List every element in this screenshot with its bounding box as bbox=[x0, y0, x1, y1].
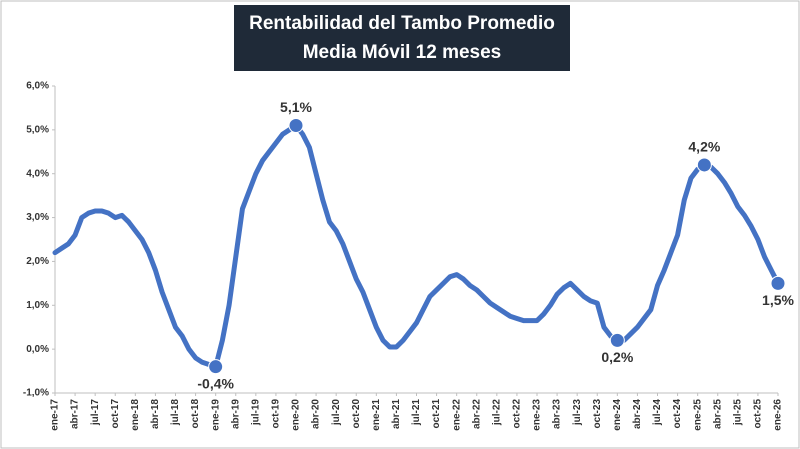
y-tick-label: 5,0% bbox=[26, 124, 49, 135]
x-tick-label: abr-23 bbox=[552, 399, 563, 429]
data-label: -0,4% bbox=[197, 375, 234, 391]
x-tick-label: abr-17 bbox=[70, 399, 81, 429]
x-tick-label: oct-25 bbox=[753, 399, 764, 429]
chart-title: Rentabilidad del Tambo Promedio bbox=[249, 13, 555, 34]
x-tick-label: jul-25 bbox=[732, 399, 743, 427]
y-tick-label: 0,0% bbox=[26, 344, 49, 355]
x-tick-label: ene-25 bbox=[692, 399, 703, 431]
x-tick-label: ene-26 bbox=[773, 399, 784, 431]
x-tick-label: jul-19 bbox=[250, 399, 261, 427]
x-tick-label: ene-20 bbox=[291, 399, 302, 431]
x-tick-label: jul-20 bbox=[331, 399, 342, 427]
x-tick-label: ene-19 bbox=[210, 399, 221, 431]
x-tick-label: oct-24 bbox=[672, 399, 683, 429]
y-tick-label: -1,0% bbox=[23, 388, 49, 399]
x-tick-label: jul-23 bbox=[572, 399, 583, 427]
title-box bbox=[234, 5, 570, 71]
marker bbox=[288, 117, 304, 133]
data-label: 1,5% bbox=[762, 292, 794, 308]
x-tick-label: ene-24 bbox=[612, 399, 623, 431]
data-label: 0,2% bbox=[601, 349, 633, 365]
x-tick-label: abr-19 bbox=[230, 399, 241, 429]
x-tick-label: abr-21 bbox=[391, 399, 402, 429]
y-tick-label: 3,0% bbox=[26, 212, 49, 223]
chart-title: Media Móvil 12 meses bbox=[303, 42, 502, 63]
x-tick-label: jul-21 bbox=[411, 399, 422, 427]
x-tick-label: ene-23 bbox=[532, 399, 543, 431]
x-tick-label: oct-21 bbox=[431, 399, 442, 429]
x-tick-label: ene-18 bbox=[130, 399, 141, 431]
x-tick-label: jul-22 bbox=[491, 399, 502, 427]
x-tick-label: abr-25 bbox=[712, 399, 723, 429]
x-tick-label: jul-24 bbox=[652, 399, 663, 427]
data-label: 4,2% bbox=[688, 139, 720, 155]
x-tick-label: jul-18 bbox=[170, 399, 181, 427]
marker bbox=[696, 157, 712, 173]
x-tick-label: ene-21 bbox=[371, 399, 382, 431]
marker bbox=[208, 359, 224, 375]
x-tick-label: oct-20 bbox=[351, 399, 362, 429]
x-tick-label: abr-18 bbox=[150, 399, 161, 429]
y-tick-label: 4,0% bbox=[26, 168, 49, 179]
x-tick-label: abr-24 bbox=[632, 399, 643, 429]
y-tick-label: 6,0% bbox=[26, 81, 49, 92]
y-tick-label: 1,0% bbox=[26, 300, 49, 311]
marker bbox=[770, 275, 786, 291]
line bbox=[52, 122, 781, 370]
marker bbox=[609, 332, 625, 348]
x-tick-label: oct-22 bbox=[512, 399, 523, 429]
x-tick-label: ene-22 bbox=[451, 399, 462, 431]
x-tick-label: abr-20 bbox=[311, 399, 322, 429]
data-label: 5,1% bbox=[280, 99, 312, 115]
x-tick-label: abr-22 bbox=[471, 399, 482, 429]
x-tick-label: oct-18 bbox=[190, 399, 201, 429]
x-tick-label: oct-19 bbox=[271, 399, 282, 429]
x-tick-label: oct-17 bbox=[110, 399, 121, 429]
x-tick-label: ene-17 bbox=[50, 399, 61, 431]
y-tick-label: 2,0% bbox=[26, 256, 49, 267]
x-tick-label: oct-23 bbox=[592, 399, 603, 429]
x-tick-label: jul-17 bbox=[90, 399, 101, 427]
